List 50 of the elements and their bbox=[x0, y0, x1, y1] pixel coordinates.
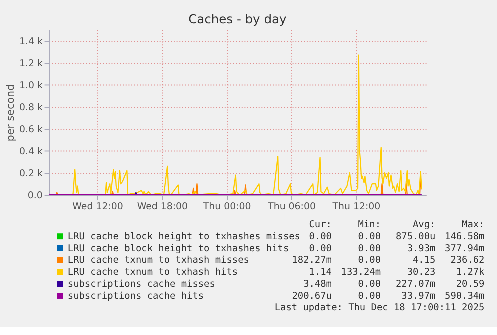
legend-label: subscriptions cache hits bbox=[68, 290, 204, 302]
text: Last update: Thu Dec 18 17:00:11 2025 bbox=[274, 302, 485, 314]
legend-label: LRU cache txnum to txhash hits bbox=[68, 267, 238, 278]
x-tick-label: Wed 12:00 bbox=[72, 202, 124, 213]
y-axis-title: per second bbox=[4, 84, 17, 142]
text: 33.97m bbox=[402, 290, 436, 302]
text: 146.58m bbox=[445, 231, 486, 242]
y-tick-label: 0.2 k bbox=[19, 168, 44, 180]
text: 875.00u bbox=[396, 231, 436, 242]
text: 3.93m bbox=[407, 243, 436, 254]
y-tick-label: 1.2 k bbox=[19, 58, 44, 70]
x-tick-label: Thu 12:00 bbox=[332, 202, 381, 213]
x-tick-label: Thu 00:00 bbox=[202, 202, 252, 213]
legend-label: LRU cache block height to txhashes misses bbox=[68, 231, 300, 242]
legend-label: LRU cache txnum to txhash misses bbox=[68, 255, 250, 266]
x-tick-label: Wed 18:00 bbox=[137, 202, 188, 213]
text: 0.00 bbox=[358, 231, 382, 242]
text: 133.24m bbox=[341, 267, 382, 278]
text: 0.00 bbox=[358, 255, 382, 266]
text: 377.94m bbox=[445, 243, 486, 254]
legend-label: LRU cache block height to txhashes hits bbox=[68, 243, 290, 254]
text: 1.27k bbox=[456, 267, 486, 278]
text: 0.00 bbox=[309, 231, 332, 242]
text: 4.15 bbox=[412, 255, 436, 266]
text: 182.27m bbox=[292, 255, 332, 266]
text: 3.48m bbox=[304, 278, 332, 290]
text: 227.07m bbox=[396, 278, 436, 290]
text: 236.62 bbox=[450, 255, 485, 266]
text: Min: bbox=[358, 220, 381, 231]
text: 200.67u bbox=[292, 290, 332, 302]
chart-title: Caches - by day bbox=[188, 12, 287, 26]
text: 0.00 bbox=[309, 243, 332, 254]
text: 590.34m bbox=[445, 290, 486, 302]
legend-label: subscriptions cache misses bbox=[68, 278, 216, 290]
text: Avg: bbox=[412, 220, 436, 231]
x-tick-label: Thu 06:00 bbox=[267, 202, 316, 213]
text: 0.00 bbox=[358, 243, 382, 254]
text: 1.14 bbox=[309, 267, 332, 278]
y-tick-label: 1.4 k bbox=[19, 36, 44, 48]
y-tick-label: 0.6 k bbox=[19, 124, 44, 136]
y-tick-label: 1.0 k bbox=[19, 80, 44, 92]
y-tick-label: 0.0 bbox=[28, 190, 43, 202]
y-tick-label: 0.8 k bbox=[19, 102, 44, 114]
text: Cur: bbox=[309, 220, 332, 231]
text: 30.23 bbox=[407, 267, 436, 278]
text: 0.00 bbox=[358, 290, 382, 302]
y-tick-label: 0.4 k bbox=[19, 146, 44, 158]
text: Max: bbox=[462, 220, 485, 231]
text: 20.59 bbox=[456, 278, 486, 290]
text: 0.00 bbox=[358, 278, 382, 290]
